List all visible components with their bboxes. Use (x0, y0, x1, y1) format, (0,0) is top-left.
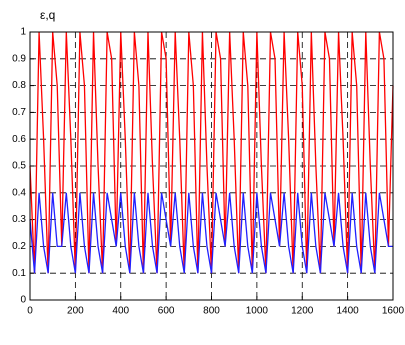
y-tick-label: 0 (20, 295, 26, 306)
plot-frame (29, 31, 394, 301)
y-tick-label: 0.7 (12, 107, 26, 118)
x-tick-label: 600 (158, 306, 175, 317)
x-tick-label: 1400 (337, 306, 360, 317)
x-tick-label: 400 (112, 306, 129, 317)
y-tick-label: 0.2 (12, 241, 26, 252)
x-tick-label: 1200 (291, 306, 314, 317)
y-tick-label: 0.5 (12, 161, 26, 172)
y-tick-label: 0.9 (12, 53, 26, 64)
data-line (29, 192, 393, 274)
y-tick-label: 0.4 (12, 187, 26, 198)
y-tick-label: 0.3 (12, 214, 26, 225)
x-tick-label: 200 (67, 306, 84, 317)
y-tick-label: 0.1 (12, 268, 26, 279)
y-tick-label: 1 (20, 27, 26, 38)
x-tick-label: 800 (203, 306, 220, 317)
y-axis-label: ε,q (40, 8, 55, 22)
y-tick-label: 0.8 (12, 80, 26, 91)
x-tick-label: 0 (27, 306, 33, 317)
x-tick-label: 1000 (246, 306, 269, 317)
y-tick-label: 0.6 (12, 134, 26, 145)
x-tick-label: 1600 (382, 306, 405, 317)
